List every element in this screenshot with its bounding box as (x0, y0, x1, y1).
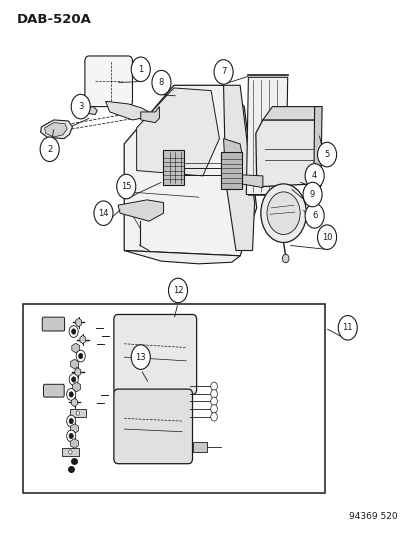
FancyBboxPatch shape (162, 150, 184, 185)
FancyBboxPatch shape (220, 152, 242, 189)
Circle shape (71, 377, 76, 382)
Text: 14: 14 (98, 209, 109, 217)
Circle shape (69, 392, 73, 397)
Circle shape (282, 254, 288, 263)
Polygon shape (71, 398, 77, 407)
Circle shape (76, 411, 79, 415)
FancyBboxPatch shape (85, 56, 132, 107)
Circle shape (94, 201, 113, 225)
Circle shape (214, 60, 233, 84)
Circle shape (71, 94, 90, 119)
Bar (69, 409, 86, 417)
Bar (62, 448, 78, 456)
Circle shape (210, 413, 217, 421)
Polygon shape (136, 88, 219, 176)
Circle shape (317, 225, 336, 249)
Polygon shape (70, 359, 78, 369)
Text: 9: 9 (309, 190, 314, 199)
Polygon shape (223, 85, 254, 251)
Bar (192, 442, 206, 452)
Text: DAB-520A: DAB-520A (17, 13, 91, 26)
Polygon shape (140, 107, 159, 123)
Circle shape (71, 329, 76, 334)
Text: 4: 4 (311, 172, 316, 180)
Polygon shape (105, 101, 149, 120)
Polygon shape (313, 107, 321, 187)
Polygon shape (70, 424, 78, 433)
Circle shape (131, 57, 150, 82)
Circle shape (260, 184, 306, 243)
Polygon shape (255, 120, 320, 187)
Polygon shape (80, 335, 85, 344)
Polygon shape (72, 382, 81, 392)
Text: 6: 6 (311, 212, 316, 220)
Circle shape (337, 316, 356, 340)
Text: 12: 12 (172, 286, 183, 295)
Circle shape (302, 182, 321, 207)
Text: 5: 5 (324, 150, 329, 159)
Polygon shape (76, 318, 81, 327)
FancyBboxPatch shape (42, 317, 64, 331)
Circle shape (304, 204, 323, 228)
Circle shape (66, 430, 76, 442)
Polygon shape (118, 200, 163, 221)
FancyBboxPatch shape (43, 384, 64, 397)
Text: 13: 13 (135, 353, 146, 361)
Text: 11: 11 (342, 324, 352, 332)
Circle shape (210, 382, 217, 391)
Polygon shape (45, 123, 67, 137)
Polygon shape (223, 139, 242, 163)
Polygon shape (241, 175, 262, 188)
Circle shape (266, 192, 299, 235)
Polygon shape (75, 368, 81, 376)
Polygon shape (262, 107, 321, 120)
Circle shape (131, 345, 150, 369)
Circle shape (210, 405, 217, 413)
Circle shape (76, 350, 85, 362)
Polygon shape (87, 107, 97, 115)
Circle shape (78, 353, 83, 359)
Text: 2: 2 (47, 145, 52, 154)
Polygon shape (124, 251, 240, 264)
Text: 8: 8 (159, 78, 164, 87)
Circle shape (69, 418, 73, 424)
Text: 94369 520: 94369 520 (348, 512, 396, 521)
Circle shape (66, 415, 76, 427)
Circle shape (69, 326, 78, 337)
FancyBboxPatch shape (114, 314, 196, 394)
Circle shape (168, 278, 187, 303)
Circle shape (69, 374, 78, 385)
Circle shape (116, 174, 135, 199)
Circle shape (69, 433, 73, 439)
Polygon shape (71, 343, 80, 353)
Circle shape (210, 397, 217, 406)
Circle shape (304, 164, 323, 188)
Circle shape (69, 450, 72, 454)
FancyBboxPatch shape (114, 389, 192, 464)
Text: 1: 1 (138, 65, 143, 74)
Polygon shape (70, 439, 78, 448)
Bar (23, 304, 324, 493)
Text: 7: 7 (221, 68, 225, 76)
Polygon shape (40, 120, 72, 139)
Text: 10: 10 (321, 233, 332, 241)
Circle shape (317, 142, 336, 167)
Text: 15: 15 (121, 182, 131, 191)
Polygon shape (246, 77, 287, 195)
Circle shape (152, 70, 171, 95)
Circle shape (40, 137, 59, 161)
Polygon shape (124, 85, 256, 256)
Circle shape (66, 389, 76, 400)
Circle shape (210, 390, 217, 398)
Text: 3: 3 (78, 102, 83, 111)
